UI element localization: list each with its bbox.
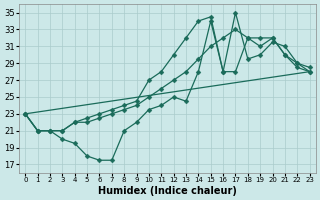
X-axis label: Humidex (Indice chaleur): Humidex (Indice chaleur): [98, 186, 237, 196]
